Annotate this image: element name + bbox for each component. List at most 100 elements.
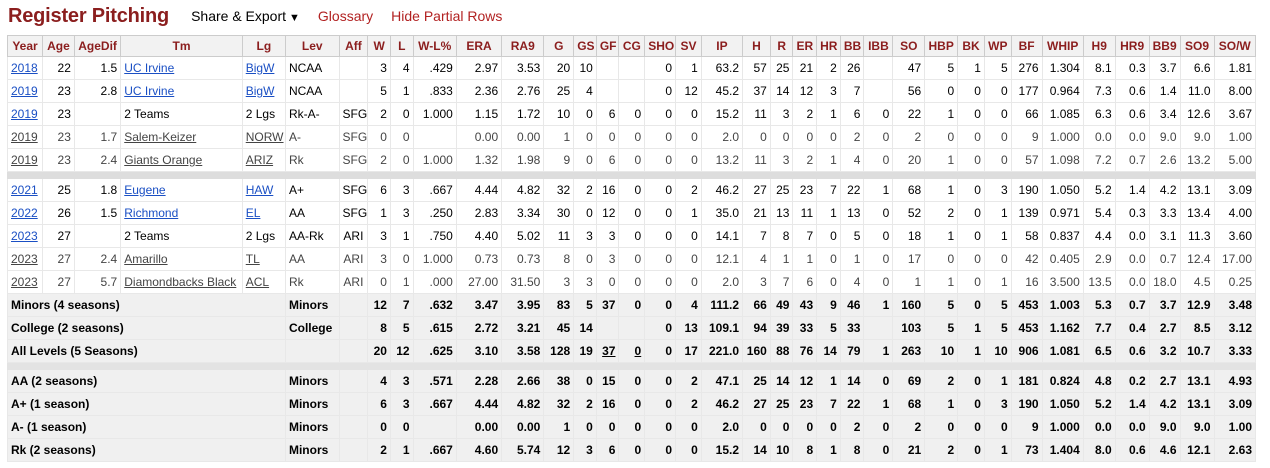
hide-partial-rows-link[interactable]: Hide Partial Rows [391, 8, 503, 24]
league-link[interactable]: ACL [245, 275, 270, 289]
column-header-lg[interactable]: Lg [241, 35, 286, 57]
league-cell[interactable]: ACL [241, 270, 286, 294]
column-header-tm[interactable]: Tm [120, 35, 243, 57]
column-header-sho[interactable]: SHO [644, 35, 677, 57]
column-header-bk[interactable]: BK [957, 35, 985, 57]
league-link[interactable]: TL [245, 252, 260, 266]
year-link[interactable]: 2019 [11, 84, 38, 98]
stat-cell: 0 [957, 392, 985, 416]
column-header-so9[interactable]: SO9 [1179, 35, 1215, 57]
league-cell[interactable]: BigW [241, 56, 286, 80]
column-header-age[interactable]: Age [42, 35, 75, 57]
column-header-h[interactable]: H [742, 35, 771, 57]
team-link[interactable]: Diamondbacks Black [124, 275, 237, 289]
year-cell[interactable]: 2019 [7, 125, 43, 149]
year-link[interactable]: 2023 [11, 252, 38, 266]
stat-cell: 12.1 [1179, 438, 1215, 462]
column-header-sv[interactable]: SV [675, 35, 702, 57]
column-header-ra9[interactable]: RA9 [501, 35, 545, 57]
league-link[interactable]: ARIZ [245, 153, 274, 167]
stat-cell: 2 [573, 392, 597, 416]
team-cell[interactable]: Richmond [120, 201, 243, 225]
year-link[interactable]: 2022 [11, 206, 38, 220]
column-header-ibb[interactable]: IBB [863, 35, 894, 57]
column-header-year[interactable]: Year [7, 35, 43, 57]
column-header-wp[interactable]: WP [983, 35, 1012, 57]
year-cell[interactable]: 2023 [7, 224, 43, 248]
column-header-gs[interactable]: GS [573, 35, 597, 57]
column-header-bb9[interactable]: BB9 [1148, 35, 1181, 57]
league-cell[interactable]: TL [241, 247, 286, 271]
team-cell[interactable]: Eugene [120, 178, 243, 202]
glossary-link[interactable]: Glossary [317, 8, 374, 24]
stat-cell: 0 [675, 102, 702, 126]
column-header-aff[interactable]: Aff [338, 35, 369, 57]
league-cell[interactable]: EL [241, 201, 286, 225]
year-link[interactable]: 2021 [11, 183, 38, 197]
season-row: 2019 23 2.8 UC Irvine BigW NCAA 5 1.833 2.36 2.76… [7, 79, 1256, 103]
league-cell[interactable]: ARIZ [241, 148, 286, 172]
column-header-er[interactable]: ER [792, 35, 818, 57]
share-export-menu[interactable]: Share & Export ▼ [191, 8, 300, 24]
team-cell[interactable]: UC Irvine [120, 56, 243, 80]
team-link[interactable]: Eugene [124, 183, 166, 197]
column-header-l[interactable]: L [389, 35, 414, 57]
column-header-so-w[interactable]: SO/W [1213, 35, 1256, 57]
column-header-lev[interactable]: Lev [284, 35, 340, 57]
column-header-hr9[interactable]: HR9 [1114, 35, 1150, 57]
team-link[interactable]: UC Irvine [124, 61, 175, 75]
team-link[interactable]: Richmond [124, 206, 179, 220]
year-link[interactable]: 2019 [11, 153, 38, 167]
column-header-ip[interactable]: IP [700, 35, 744, 57]
year-cell[interactable]: 2019 [7, 102, 43, 126]
column-header-hr[interactable]: HR [816, 35, 841, 57]
year-link[interactable]: 2019 [11, 130, 38, 144]
team-cell[interactable]: Salem-Keizer [120, 125, 243, 149]
league-link[interactable]: BigW [245, 61, 275, 75]
column-header-era[interactable]: ERA [455, 35, 503, 57]
year-link[interactable]: 2023 [11, 275, 38, 289]
team-cell[interactable]: Diamondbacks Black [120, 270, 243, 294]
team-link[interactable]: Giants Orange [124, 153, 203, 167]
column-header-so[interactable]: SO [892, 35, 926, 57]
stat-cell: 2 [892, 415, 926, 439]
year-link[interactable]: 2023 [11, 229, 38, 243]
column-header-bb[interactable]: BB [839, 35, 865, 57]
year-cell[interactable]: 2023 [7, 270, 43, 294]
league-link[interactable]: BigW [245, 84, 275, 98]
league-link[interactable]: EL [245, 206, 261, 220]
column-header-h9[interactable]: H9 [1082, 35, 1116, 57]
column-header-bf[interactable]: BF [1010, 35, 1043, 57]
league-cell[interactable]: HAW [241, 178, 286, 202]
year-cell[interactable]: 2018 [7, 56, 43, 80]
column-header-whip[interactable]: WHIP [1041, 35, 1084, 57]
stat-cell: 25 [769, 392, 794, 416]
column-header-cg[interactable]: CG [618, 35, 646, 57]
column-header-w-l-[interactable]: W-L% [412, 35, 457, 57]
column-header-agedif[interactable]: AgeDif [73, 35, 122, 57]
year-link[interactable]: 2018 [11, 61, 38, 75]
league-link[interactable]: HAW [245, 183, 274, 197]
year-link[interactable]: 2019 [11, 107, 38, 121]
stat-cell: 12 [792, 79, 818, 103]
column-header-gf[interactable]: GF [595, 35, 620, 57]
league-cell[interactable]: NORW [241, 125, 286, 149]
team-cell[interactable]: Giants Orange [120, 148, 243, 172]
column-header-w[interactable]: W [367, 35, 391, 57]
year-cell[interactable]: 2019 [7, 148, 43, 172]
year-cell[interactable]: 2021 [7, 178, 43, 202]
team-link[interactable]: Salem-Keizer [124, 130, 197, 144]
league-cell[interactable]: BigW [241, 79, 286, 103]
league-link[interactable]: NORW [245, 130, 284, 144]
column-header-r[interactable]: R [769, 35, 794, 57]
year-cell[interactable]: 2019 [7, 79, 43, 103]
stat-cell: 25 [543, 79, 575, 103]
team-link[interactable]: Amarillo [124, 252, 168, 266]
year-cell[interactable]: 2023 [7, 247, 43, 271]
team-link[interactable]: UC Irvine [124, 84, 175, 98]
team-cell[interactable]: UC Irvine [120, 79, 243, 103]
column-header-hbp[interactable]: HBP [924, 35, 959, 57]
year-cell[interactable]: 2022 [7, 201, 43, 225]
column-header-g[interactable]: G [543, 35, 575, 57]
team-cell[interactable]: Amarillo [120, 247, 243, 271]
